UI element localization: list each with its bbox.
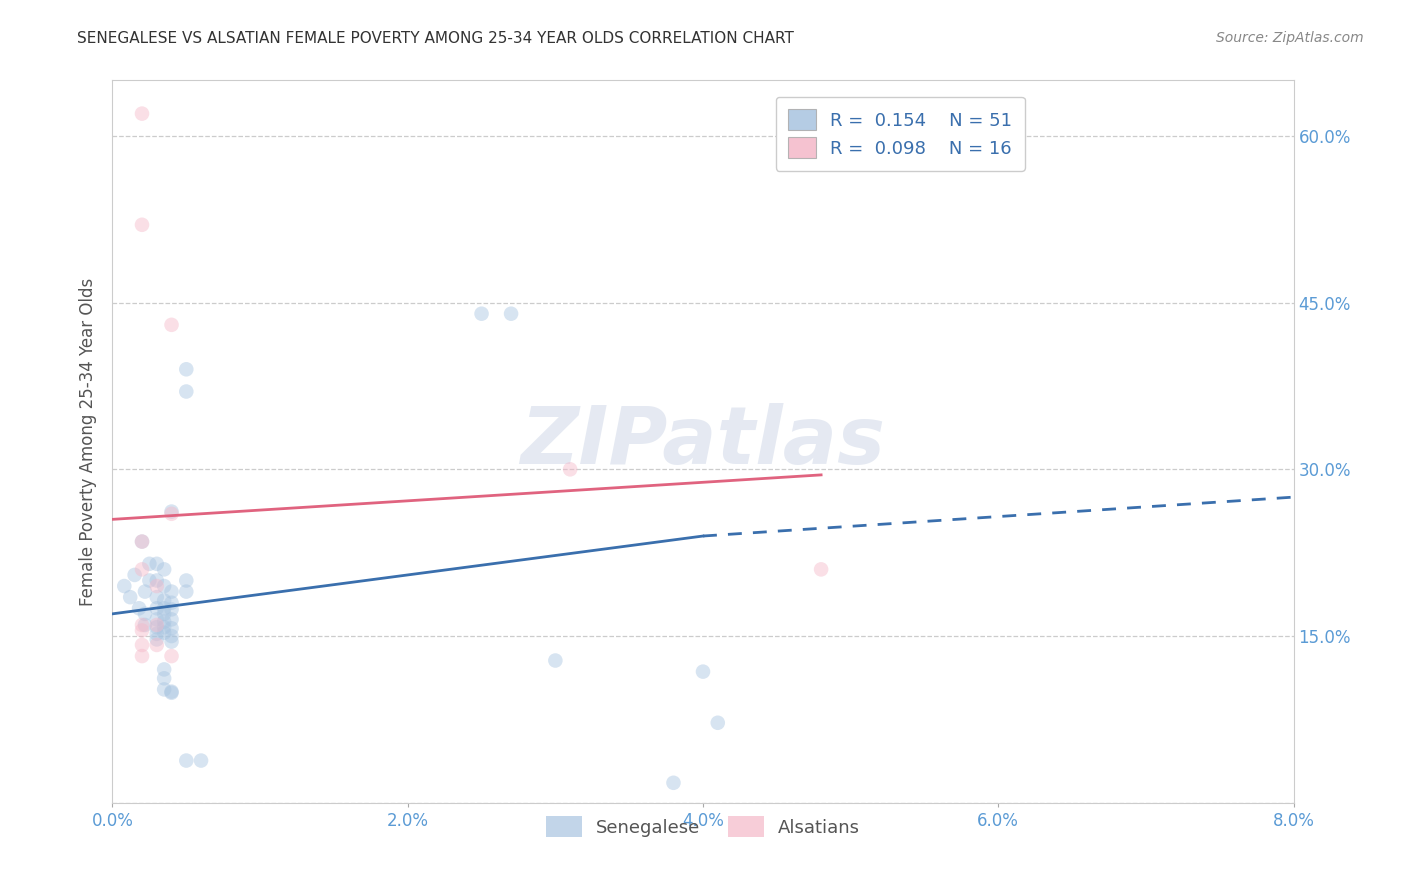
Point [112,579,135,593]
Point [138,574,160,588]
Point [131,618,153,632]
Point [131,534,153,549]
Point [160,602,183,616]
Point [810,562,832,576]
Point [174,754,197,768]
Point [146,618,169,632]
Legend: Senegalese, Alsatians: Senegalese, Alsatians [538,809,868,845]
Point [146,557,169,571]
Point [153,682,176,697]
Point [138,557,160,571]
Point [471,307,494,321]
Point [146,620,169,634]
Point [160,505,183,519]
Point [131,106,153,120]
Point [134,607,156,621]
Point [131,638,153,652]
Point [560,462,582,476]
Text: ZIPatlas: ZIPatlas [520,402,886,481]
Point [131,534,153,549]
Point [124,568,146,582]
Point [153,662,176,676]
Point [160,596,183,610]
Point [146,627,169,641]
Point [160,649,183,664]
Point [160,621,183,635]
Point [131,218,153,232]
Point [501,307,523,321]
Text: Source: ZipAtlas.com: Source: ZipAtlas.com [1216,31,1364,45]
Point [174,362,197,376]
Point [153,625,176,640]
Point [134,584,156,599]
Point [153,607,176,621]
Point [160,584,183,599]
Point [153,671,176,685]
Point [131,562,153,576]
Point [146,632,169,647]
Point [146,601,169,615]
Point [146,638,169,652]
Point [160,634,183,648]
Point [160,629,183,643]
Text: SENEGALESE VS ALSATIAN FEMALE POVERTY AMONG 25-34 YEAR OLDS CORRELATION CHART: SENEGALESE VS ALSATIAN FEMALE POVERTY AM… [77,31,794,46]
Point [160,507,183,521]
Point [174,384,197,399]
Point [153,562,176,576]
Point [662,776,685,790]
Point [146,579,169,593]
Point [128,601,150,615]
Point [153,593,176,607]
Point [160,612,183,626]
Point [120,590,142,604]
Point [692,665,714,679]
Point [146,574,169,588]
Point [153,620,176,634]
Point [190,754,212,768]
Point [146,590,169,604]
Point [160,684,183,698]
Point [174,574,197,588]
Point [131,624,153,638]
Point [153,601,176,615]
Point [160,318,183,332]
Point [134,618,156,632]
Point [131,649,153,664]
Point [160,686,183,700]
Point [707,715,730,730]
Point [174,584,197,599]
Y-axis label: Female Poverty Among 25-34 Year Olds: Female Poverty Among 25-34 Year Olds [79,277,97,606]
Point [146,612,169,626]
Point [153,615,176,629]
Point [544,653,567,667]
Point [153,579,176,593]
